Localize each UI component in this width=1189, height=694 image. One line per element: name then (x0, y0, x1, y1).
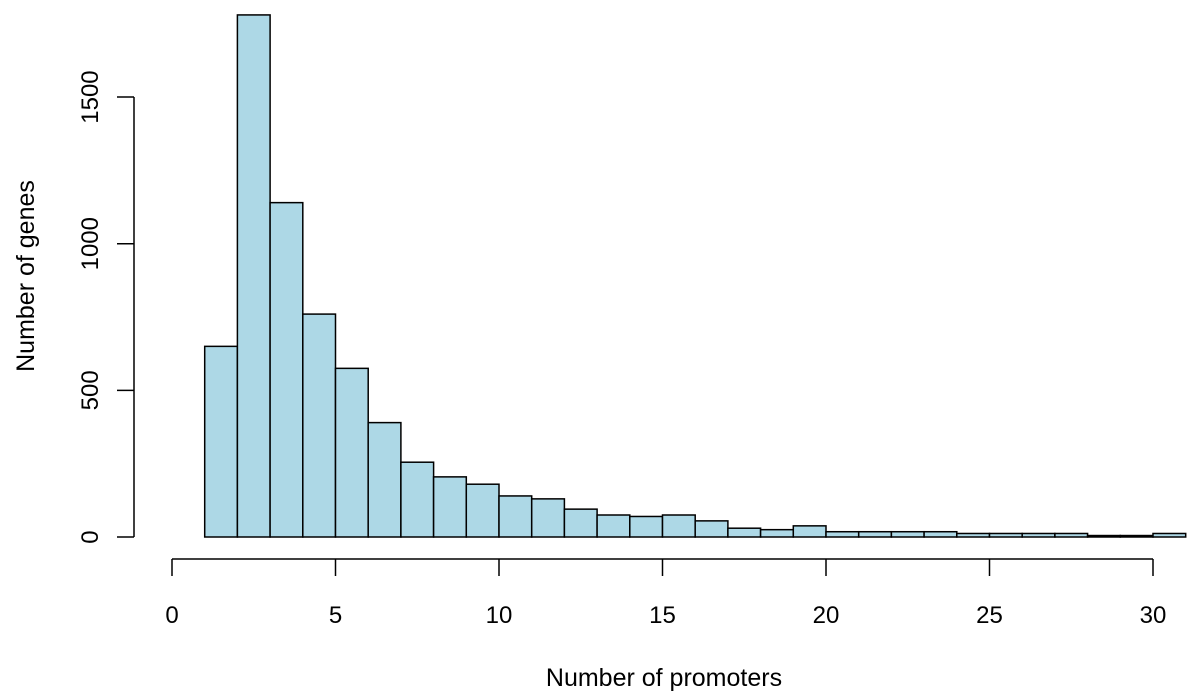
histogram-bar (1119, 534, 1154, 538)
x-tick-label: 0 (165, 602, 178, 629)
histogram-bar (432, 476, 468, 538)
x-axis-title: Number of promoters (546, 664, 782, 692)
histogram-bar (661, 514, 696, 538)
histogram-bar (792, 525, 827, 538)
histogram-bar (367, 421, 402, 538)
histogram-bar (302, 313, 337, 538)
histogram-bar (759, 528, 795, 538)
histogram-bar (825, 530, 860, 538)
x-tick-label: 15 (649, 602, 676, 629)
histogram-bar (890, 530, 925, 538)
histogram-bar (563, 508, 598, 538)
x-axis: 0 5 10 15 20 25 30 (165, 558, 1167, 629)
histogram-bar (923, 530, 958, 538)
histogram-bar (596, 514, 631, 538)
histogram-bar (1021, 532, 1056, 538)
x-tick-label: 5 (329, 602, 342, 629)
histogram-bar (334, 367, 369, 538)
y-tick-label: 1000 (77, 217, 104, 270)
histogram-bar (203, 345, 239, 538)
y-axis-title: Number of genes (12, 180, 40, 372)
histogram-bar (530, 498, 566, 538)
histogram-bar (400, 461, 435, 538)
histogram-bar (1152, 532, 1187, 538)
histogram-bar (988, 532, 1023, 538)
histogram-bar (857, 530, 893, 538)
histogram-bar (498, 495, 533, 538)
x-tick-label: 25 (976, 602, 1003, 629)
histogram-bar (629, 515, 664, 538)
histogram-bars (203, 14, 1187, 538)
histogram-bar (465, 483, 500, 538)
y-axis: 0 500 1000 1500 (77, 70, 135, 544)
x-tick-label: 30 (1140, 602, 1167, 629)
histogram-bar (694, 520, 729, 538)
histogram-bar (956, 532, 991, 538)
y-tick-label: 0 (77, 530, 104, 543)
x-tick-label: 20 (813, 602, 840, 629)
histogram-bar (236, 14, 271, 538)
histogram-bar (269, 201, 304, 538)
histogram-bar (1086, 534, 1122, 538)
histogram-bar (727, 527, 762, 538)
histogram-bar (1054, 532, 1089, 538)
y-tick-label: 1500 (77, 70, 104, 123)
y-tick-label: 500 (77, 370, 104, 410)
x-tick-label: 10 (486, 602, 513, 629)
